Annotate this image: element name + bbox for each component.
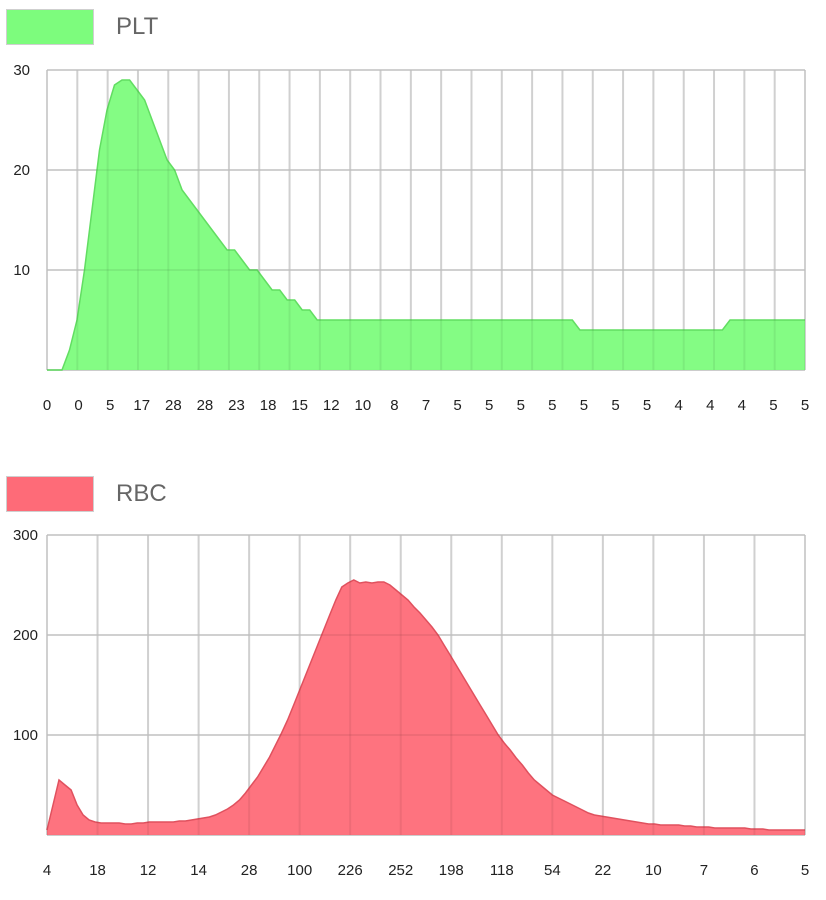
plt-x-tick-label: 5 bbox=[548, 397, 556, 414]
rbc-x-tick-label: 14 bbox=[190, 862, 207, 879]
rbc-x-tick-label: 6 bbox=[750, 862, 758, 879]
rbc-x-tick-label: 28 bbox=[241, 862, 258, 879]
plt-x-tick-label: 5 bbox=[106, 397, 114, 414]
rbc-x-tick-label: 100 bbox=[287, 862, 312, 879]
plt-area bbox=[47, 80, 805, 370]
rbc-x-tick-label: 7 bbox=[700, 862, 708, 879]
plt-x-tick-label: 18 bbox=[260, 397, 277, 414]
plt-legend: PLT bbox=[6, 9, 158, 45]
plt-y-tick-label: 10 bbox=[13, 262, 30, 279]
plt-x-tick-label: 5 bbox=[485, 397, 493, 414]
rbc-legend-swatch bbox=[6, 476, 94, 512]
plt-y-tick-label: 30 bbox=[13, 62, 30, 79]
plt-x-tick-label: 5 bbox=[453, 397, 461, 414]
rbc-area-outline bbox=[46, 579, 805, 831]
plt-x-tick-label: 5 bbox=[801, 397, 809, 414]
plt-x-tick-label: 4 bbox=[674, 397, 682, 414]
rbc-x-tick-label: 226 bbox=[338, 862, 363, 879]
rbc-x-tick-label: 22 bbox=[595, 862, 612, 879]
plt-x-tick-label: 5 bbox=[643, 397, 651, 414]
rbc-legend: RBC bbox=[6, 476, 167, 512]
plt-x-tick-label: 17 bbox=[133, 397, 150, 414]
plt-histogram-chart: 30 20 10 0 0 5 17 28 28 23 18 15 12 10 8 7 5 5 5 5 5 5 5 4 4 4 5 5 bbox=[13, 62, 809, 414]
rbc-x-tick-label: 54 bbox=[544, 862, 561, 879]
rbc-x-tick-label: 5 bbox=[801, 862, 809, 879]
rbc-x-tick-label: 198 bbox=[439, 862, 464, 879]
rbc-area bbox=[47, 580, 805, 835]
plt-x-tick-label: 4 bbox=[706, 397, 714, 414]
plt-x-tick-label: 8 bbox=[390, 397, 398, 414]
plt-y-tick-label: 20 bbox=[13, 162, 30, 179]
plt-x-tick-label: 28 bbox=[197, 397, 214, 414]
plt-legend-label: PLT bbox=[116, 13, 159, 40]
plt-x-tick-label: 5 bbox=[611, 397, 619, 414]
rbc-x-tick-label: 12 bbox=[140, 862, 157, 879]
rbc-y-tick-label: 200 bbox=[13, 627, 38, 644]
rbc-x-tick-label: 10 bbox=[645, 862, 662, 879]
plt-x-tick-label: 5 bbox=[580, 397, 588, 414]
rbc-legend-label: RBC bbox=[116, 480, 167, 507]
plt-x-tick-label: 7 bbox=[422, 397, 430, 414]
plt-x-tick-label: 15 bbox=[291, 397, 308, 414]
plt-x-tick-label: 0 bbox=[74, 397, 82, 414]
plt-legend-swatch bbox=[6, 9, 94, 45]
plt-x-tick-label: 28 bbox=[165, 397, 182, 414]
plt-x-tick-label: 5 bbox=[769, 397, 777, 414]
plt-x-tick-label: 4 bbox=[738, 397, 746, 414]
rbc-y-tick-label: 100 bbox=[13, 727, 38, 744]
rbc-histogram-chart: 300 200 100 4 18 12 14 28 100 226 252 198 118 54 22 10 7… bbox=[13, 527, 809, 879]
plt-x-tick-label: 10 bbox=[354, 397, 371, 414]
rbc-x-tick-label: 18 bbox=[89, 862, 106, 879]
rbc-x-tick-label: 4 bbox=[43, 862, 51, 879]
rbc-x-tick-label: 252 bbox=[388, 862, 413, 879]
rbc-y-tick-label: 300 bbox=[13, 527, 38, 544]
plt-area-outline bbox=[47, 79, 805, 371]
rbc-x-tick-label: 118 bbox=[490, 862, 514, 879]
plt-x-tick-label: 0 bbox=[43, 397, 51, 414]
plt-x-tick-label: 23 bbox=[228, 397, 245, 414]
plt-x-tick-label: 12 bbox=[323, 397, 340, 414]
plt-x-tick-label: 5 bbox=[517, 397, 525, 414]
